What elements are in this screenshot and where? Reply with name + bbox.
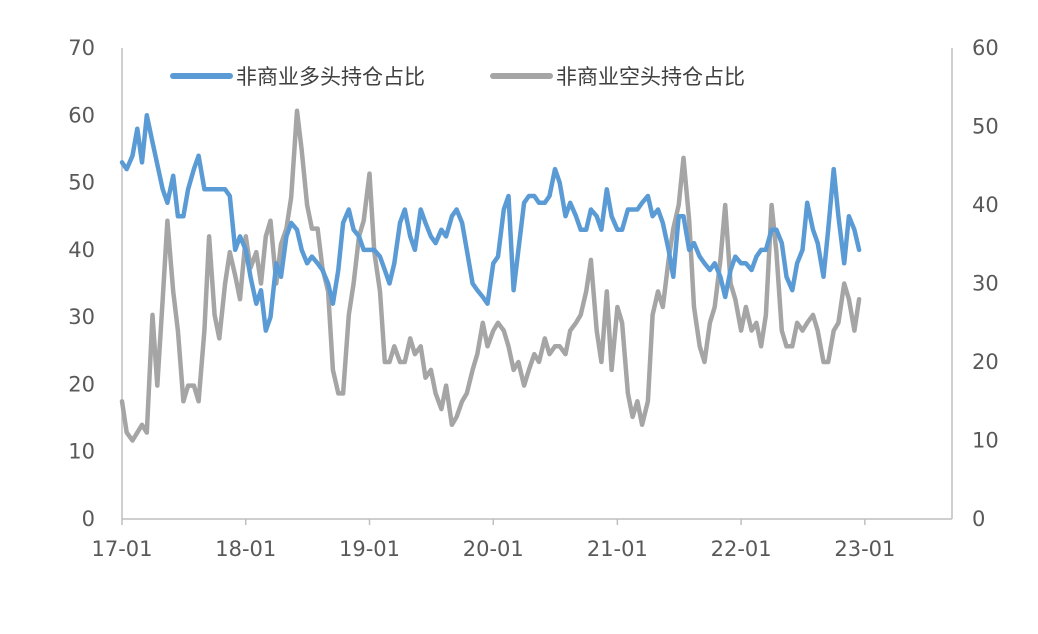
left-axis-ticks: 0 10 20 30 40 50 60 70 [68, 36, 95, 531]
x-tick-label: 23-01 [834, 537, 895, 561]
right-tick-label: 40 [972, 193, 999, 217]
right-axis-ticks: 0 10 20 30 40 50 60 [972, 36, 999, 531]
series-layer [119, 108, 862, 443]
legend-label-long: 非商业多头持仓占比 [236, 65, 425, 89]
right-tick-label: 20 [972, 350, 999, 374]
x-tick-label: 18-01 [215, 537, 276, 561]
x-axis-ticks: 17-01 18-01 19-01 20-01 21-01 22-01 23-01 [91, 519, 895, 561]
right-tick-label: 50 [972, 115, 999, 139]
right-tick-label: 60 [972, 36, 999, 60]
x-tick-label: 19-01 [339, 537, 400, 561]
right-tick-label: 10 [972, 429, 999, 453]
left-tick-label: 50 [68, 171, 95, 195]
x-tick-label: 21-01 [587, 537, 648, 561]
x-tick-label: 17-01 [91, 537, 152, 561]
x-tick-label: 20-01 [463, 537, 524, 561]
left-tick-label: 70 [68, 36, 95, 60]
series-line-long [119, 113, 862, 333]
left-tick-label: 10 [68, 440, 95, 464]
left-tick-label: 40 [68, 238, 95, 262]
right-tick-label: 0 [972, 507, 985, 531]
x-tick-label: 22-01 [711, 537, 772, 561]
left-tick-label: 0 [82, 507, 95, 531]
legend-label-short: 非商业空头持仓占比 [556, 65, 745, 89]
plot-area [121, 48, 953, 520]
left-tick-label: 20 [68, 372, 95, 396]
legend: 非商业多头持仓占比 非商业空头持仓占比 [170, 65, 745, 89]
right-tick-label: 30 [972, 272, 999, 296]
left-tick-label: 60 [68, 103, 95, 127]
left-tick-label: 30 [68, 305, 95, 329]
